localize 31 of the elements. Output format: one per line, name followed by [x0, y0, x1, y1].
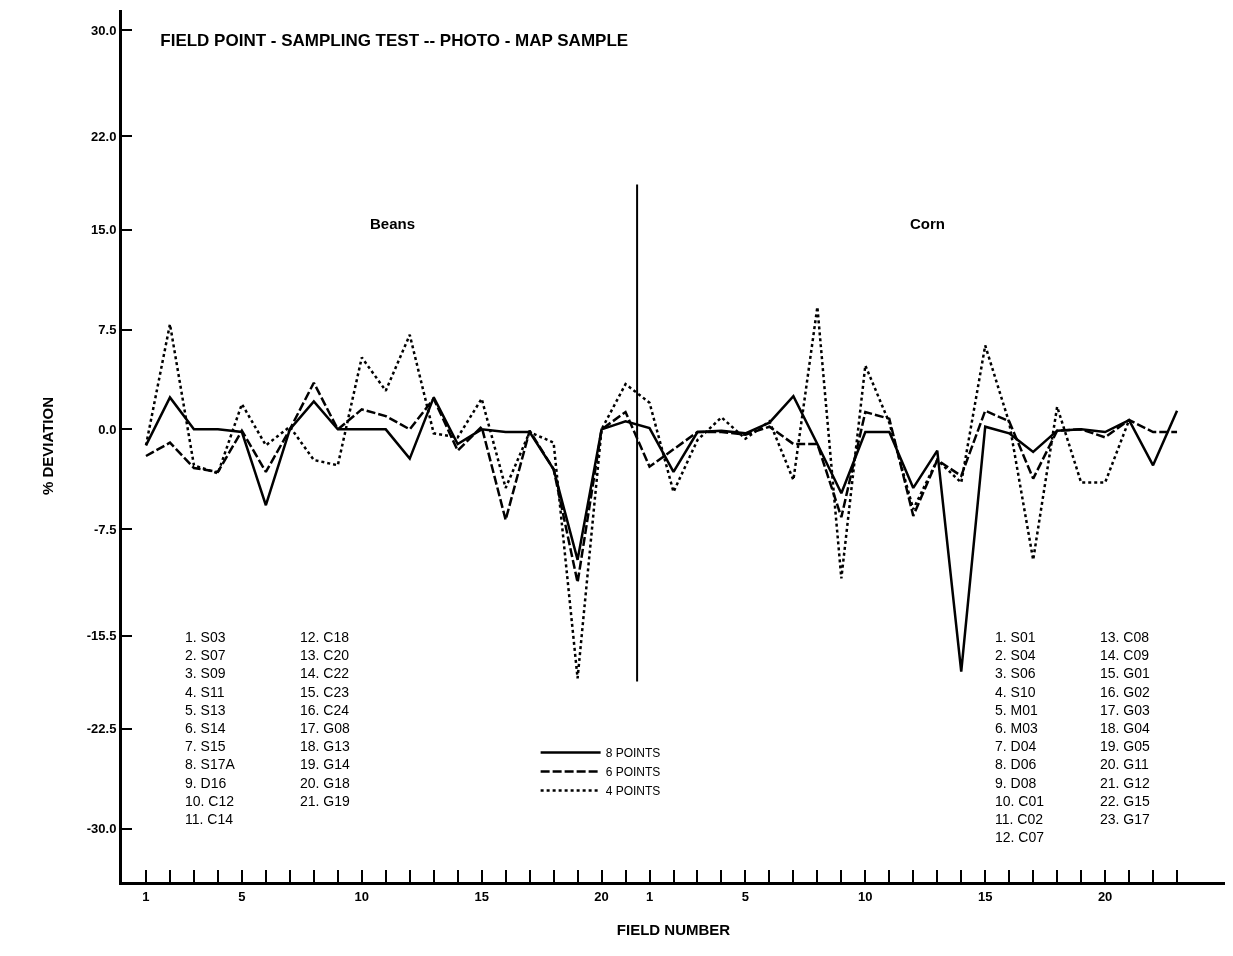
x-tick-label: 15 [474, 888, 489, 904]
y-tick-label: 30.0 [91, 22, 117, 38]
x-tick-label: 1 [645, 888, 654, 904]
y-tick-label: -22.5 [86, 721, 117, 737]
legend-label: 4 POINTS [605, 784, 661, 799]
x-tick-label: 15 [977, 888, 993, 904]
y-tick-label: 7.5 [98, 322, 117, 338]
y-tick-label: -7.5 [93, 521, 117, 537]
x-tick-label: 20 [1097, 888, 1113, 904]
y-tick-label: 15.0 [91, 222, 117, 238]
legend-label: 8 POINTS [605, 746, 661, 761]
text: FIELD POINT - SAMPLING TEST -- PHOTO - MAP SAMPLE [160, 31, 629, 51]
x-tick-label: 1 [142, 888, 150, 904]
y-tick-label: 22.0 [91, 129, 117, 145]
legend-label: 6 POINTS [605, 765, 661, 780]
y-tick-label: -15.5 [86, 628, 117, 644]
text: 1. S03 2. S07 3. S09 4. S11 5. S13 6. S14 7. S15 8. S17A 9. D16 10. C12 11. C14 [185, 629, 235, 827]
y-tick-label: -30.0 [86, 821, 117, 837]
annotation: Corn [910, 215, 945, 232]
x-tick-label: 10 [354, 888, 370, 904]
y-tick-label: 0.0 [98, 421, 117, 437]
annotation: Beans [370, 215, 416, 232]
y-axis-title: % DEVIATION [39, 396, 57, 496]
x-tick-label: 10 [858, 888, 873, 904]
x-tick-label: 5 [238, 888, 246, 904]
x-axis-title: FIELD NUMBER [616, 920, 731, 938]
text: 1. S01 2. S04 3. S06 4. S10 5. M01 6. M03 7. D04 8. D06 9. D08 10. C01 11. C02 12. C07 [995, 629, 1045, 846]
x-tick-label: 20 [594, 888, 609, 904]
text: 13. C08 14. C09 15. G01 16. G02 17. G03 18. G04 19. G05 20. G11 21. G12 22. G15 23. G17 [1100, 629, 1150, 827]
x-tick-label: 5 [741, 888, 750, 904]
text: 12. C18 13. C20 14. C22 15. C23 16. C24 17. G08 18. G13 19. G14 20. G18 21. G19 [300, 629, 350, 809]
